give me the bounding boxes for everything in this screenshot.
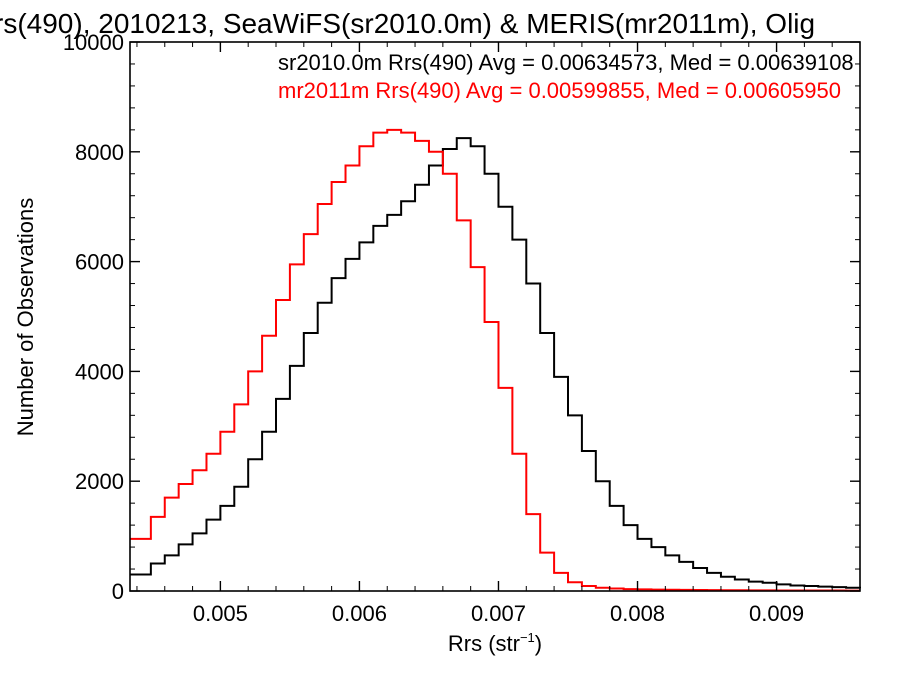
x-axis-label-base: Rrs (str xyxy=(448,631,520,656)
chart-title: rs(490), 2010213, SeaWiFS(sr2010.0m) & M… xyxy=(0,8,815,39)
x-axis-label: Rrs (str−1) xyxy=(448,630,542,656)
y-tick-label: 6000 xyxy=(75,250,124,275)
series-line-2 xyxy=(130,128,860,592)
y-tick-label: 8000 xyxy=(75,140,124,165)
y-tick-label: 2000 xyxy=(75,469,124,494)
stats-annotation-meris: mr2011m Rrs(490) Avg = 0.00599855, Med =… xyxy=(278,78,841,103)
plot-frame xyxy=(129,41,861,592)
plot-area: 0.005 0.006 0.007 0.008 0.009 0 2000 4000 6000 80… xyxy=(63,30,861,626)
x-tick-label: 0.009 xyxy=(749,601,804,626)
y-tick-label: 0 xyxy=(112,579,124,604)
x-axis-label-close: ) xyxy=(535,631,542,656)
y-tick-label: 10000 xyxy=(63,30,124,55)
y-axis-label: Number of Observations xyxy=(13,198,38,436)
x-tick-label: 0.006 xyxy=(332,601,387,626)
y-tick-label: 4000 xyxy=(75,359,124,384)
stats-annotation-seawifs: sr2010.0m Rrs(490) Avg = 0.00634573, Med… xyxy=(278,50,854,75)
series-layer xyxy=(130,128,861,592)
x-tick-label: 0.005 xyxy=(193,601,248,626)
series-line-1 xyxy=(130,137,861,589)
x-tick-label: 0.007 xyxy=(471,601,526,626)
ticks-layer: 0.005 0.006 0.007 0.008 0.009 0 2000 4000 6000 80… xyxy=(63,30,861,626)
x-axis-label-superscript: −1 xyxy=(520,630,535,645)
x-tick-label: 0.008 xyxy=(610,601,665,626)
